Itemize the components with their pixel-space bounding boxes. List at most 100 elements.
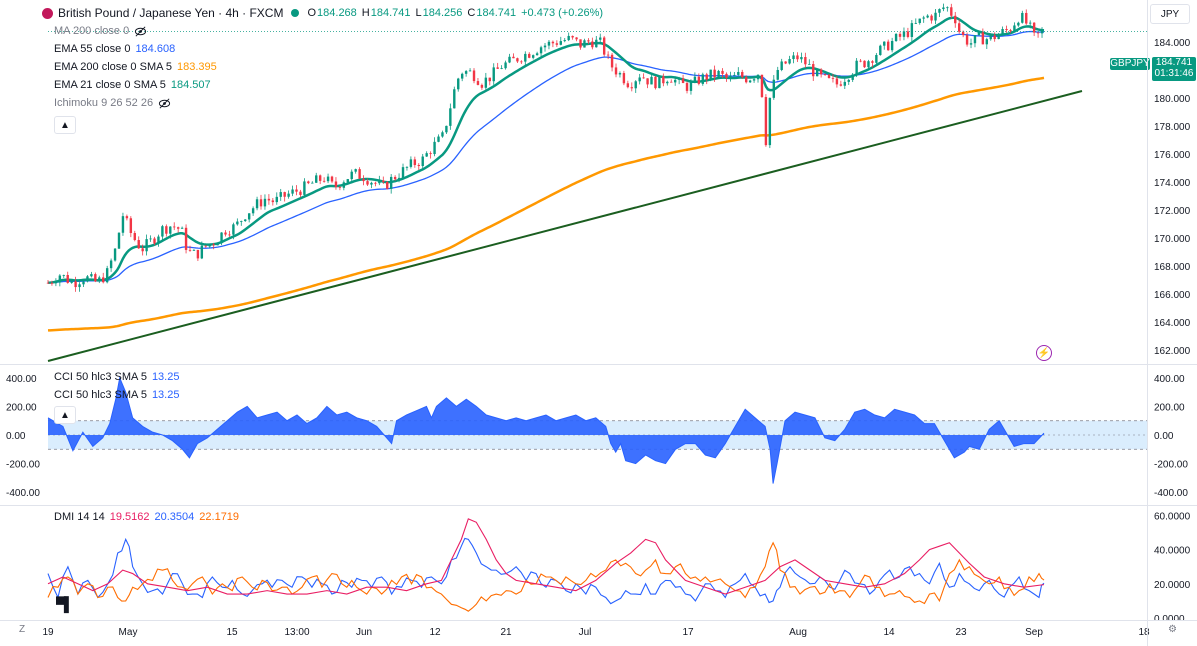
candle-body [58,275,62,283]
candle-body [271,200,275,203]
candle-body [161,226,164,237]
candle-body [267,198,271,201]
candle-body [626,83,630,88]
cci-legend-row[interactable]: CCI 50 hlc3 SMA 5 13.25 [54,386,179,404]
candle-body [622,73,626,84]
candle-body [1021,12,1024,23]
price-tick-label: 170.000 [1154,234,1191,245]
candle-body [62,275,65,276]
candle-body [232,224,235,235]
candle-body [393,176,397,180]
indicator-row[interactable]: MA 200 close 0 [54,22,603,40]
candle-body [1005,28,1008,31]
dmi-tick-label: 40.0000 [1154,546,1191,557]
candle-body [957,23,961,32]
cci-tick-label-left: 0.00 [6,431,26,442]
candle-body [94,274,97,282]
candle-body [173,226,176,228]
candle-body [496,67,499,69]
candle-body [859,60,862,62]
candle-body [54,282,58,284]
candle-body [871,61,874,63]
candle-body [701,74,704,84]
candle-body [429,153,432,155]
time-tick-label: 19 [42,627,54,638]
candle-body [188,249,192,251]
candle-body [259,199,263,207]
indicator-row[interactable]: EMA 200 close 0 SMA 5 183.395 [54,58,603,76]
ema-200-line [47,76,1045,332]
zap-icon[interactable]: ⚡ [1036,345,1052,361]
hidden-eye-icon[interactable] [134,25,147,38]
candle-body [547,41,551,46]
candle-body [66,275,69,283]
candle-body [78,284,81,288]
candle-body [634,81,637,89]
candle-body [863,60,866,68]
dmi-legend-row[interactable]: DMI 14 14 19.5162 20.3504 22.1719 [54,508,239,526]
cci-label: CCI 50 hlc3 SMA 5 [54,389,147,401]
time-tick-label: 17 [682,627,694,638]
timezone-button[interactable]: Z [19,624,25,635]
time-axis[interactable]: 19 May 15 13:00 Jun 12 21 Jul 17 Aug 14 23 Sep 18 [0,620,1197,646]
pane-divider[interactable] [0,364,1197,365]
candle-body [725,73,728,78]
candle-body [378,180,381,184]
cci-chart[interactable]: 400.00 400.00 200.00 200.00 0.00 0.00 -200.00 -… [0,365,1197,505]
cci-tick-label-left: 400.00 [6,374,37,385]
candle-body [610,54,614,68]
settings-button[interactable]: ⚙ [1168,624,1177,635]
candle-body [689,82,693,91]
candle-body [228,234,231,236]
candle-body [1036,32,1040,34]
pane-divider[interactable] [0,505,1197,506]
candle-body [776,69,779,80]
timezone-icon: Z [19,624,26,635]
collapse-cci-legend-button[interactable]: ▲ [54,406,76,424]
hidden-eye-icon[interactable] [158,97,171,110]
candle-body [583,40,586,48]
candle-body [591,41,594,48]
candle-body [709,69,712,80]
chart-legend: British Pound / Japanese Yen · 4h · FXCM… [42,4,603,112]
candle-body [82,281,85,285]
symbol-logo-icon [42,7,53,19]
indicator-label: EMA 55 close 0 [54,43,131,55]
candle-body [247,213,251,220]
candle-body [559,41,562,45]
indicator-row[interactable]: EMA 21 close 0 SMA 5 184.507 [54,76,603,94]
chevron-up-icon: ▲ [60,119,70,131]
currency-selector[interactable]: JPY [1150,4,1190,24]
candle-body [287,193,290,197]
candle-body [208,244,211,247]
candle-body [453,89,456,109]
dmi-chart[interactable]: 60.0000 40.0000 20.0000 0.0000 [0,506,1197,620]
candle-body [654,76,657,89]
price-chart[interactable]: 186.000184.000182.000180.000178.000176.0… [0,0,1197,364]
candle-body [216,243,219,246]
candle-body [1009,30,1012,32]
cci-legend-row[interactable]: CCI 50 hlc3 SMA 5 13.25 [54,368,179,386]
candle-body [401,167,405,178]
candle-body [646,78,649,85]
candle-body [176,227,180,229]
candle-body [733,74,736,76]
currency-label: JPY [1160,8,1180,20]
candle-body [906,31,910,37]
candle-body [531,55,535,58]
candle-body [117,232,121,249]
price-tick-label: 164.000 [1154,318,1191,329]
indicator-row[interactable]: EMA 55 close 0 184.608 [54,40,603,58]
candle-body [421,156,424,167]
high-label: H [361,7,370,19]
candle-body [875,55,878,63]
candle-body [504,62,507,69]
indicator-row[interactable]: Ichimoku 9 26 52 26 [54,94,603,112]
time-tick-label: Sep [1025,627,1043,638]
collapse-legend-button[interactable]: ▲ [54,116,76,134]
candle-body [346,179,349,183]
candle-body [630,87,633,89]
trend-line [47,90,1083,362]
candle-body [307,181,310,184]
time-tick-label: 23 [955,627,967,638]
